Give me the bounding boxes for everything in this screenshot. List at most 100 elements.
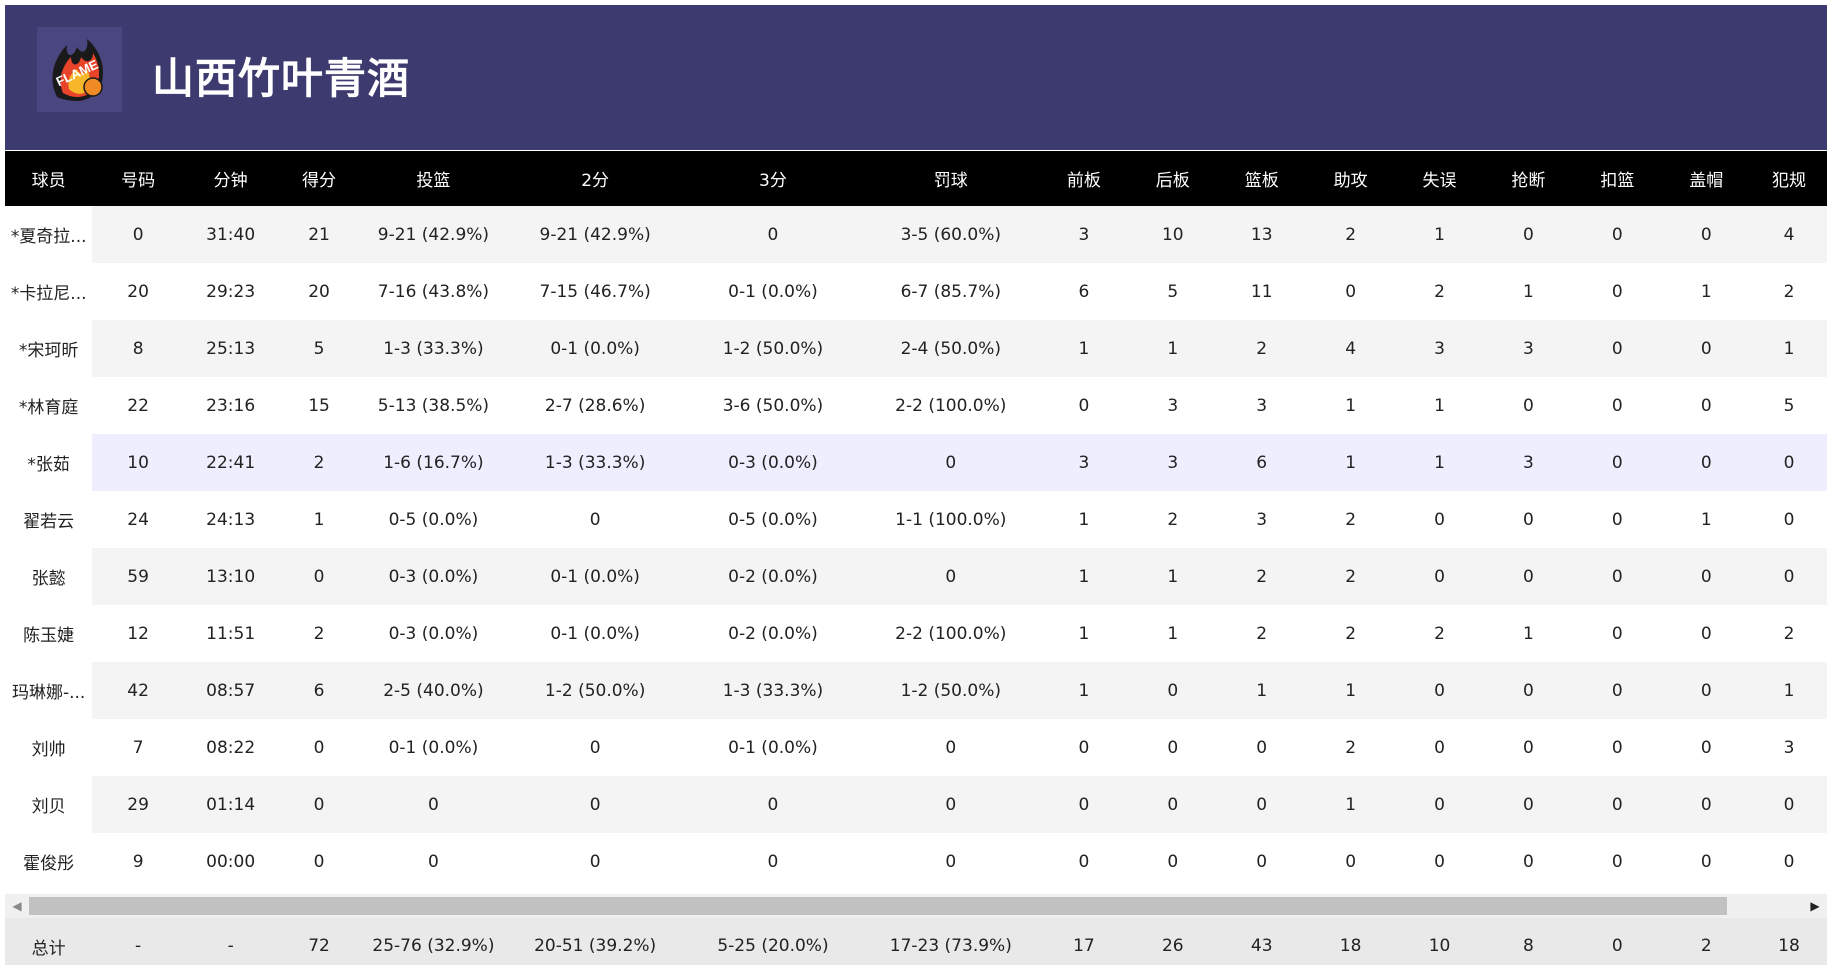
totals-table: 总计 - - 72 25-76 (32.9%) 20-51 (39.2%) 5-25 (20… [5,918,1827,974]
stat-cell: 0 [1661,833,1751,890]
stat-cell: 10 [92,434,184,491]
stat-cell: 0-3 (0.0%) [360,605,507,662]
stat-cell: 0 [1573,605,1662,662]
stat-cell: 3 [1217,491,1306,548]
scroll-left-icon[interactable]: ◀ [12,899,22,913]
table-row[interactable]: *林育庭 22 23:16 15 5-13 (38.5%) 2-7 (28.6%) 3-6 … [5,377,1827,434]
column-header[interactable]: 篮板 [1217,151,1306,206]
stat-cell: 5 [277,320,361,377]
scrollbar-thumb[interactable] [29,897,1727,915]
column-header[interactable]: 犯规 [1750,151,1827,206]
column-header[interactable]: 3分 [684,151,862,206]
column-header[interactable]: 后板 [1128,151,1218,206]
column-header[interactable]: 失误 [1395,151,1484,206]
stat-cell: 0 [1750,776,1827,833]
scroll-right-icon[interactable]: ▶ [1810,899,1820,913]
stat-cell: 2 [277,434,361,491]
stat-cell: 0 [1395,662,1484,719]
stat-cell: 1-3 (33.3%) [684,662,862,719]
column-header[interactable]: 球员 [5,151,93,206]
stat-cell: 0 [1573,491,1662,548]
table-row[interactable]: 翟若云 24 24:13 1 0-5 (0.0%) 0 0-5 (0.0%) 1-1 (100… [5,491,1827,548]
stat-cell: 24 [92,491,184,548]
player-name-cell: *林育庭 [18,398,79,418]
stat-cell: 0 [360,776,507,833]
stat-cell: 0-5 (0.0%) [360,491,507,548]
stat-cell: 29 [92,776,184,833]
totals-cell: 20-51 (39.2%) [534,936,657,956]
stat-cell: 0 [506,833,685,890]
stat-cell: 1-3 (33.3%) [506,434,685,491]
stat-cell: 0 [1217,719,1306,776]
table-row[interactable]: 张懿 59 13:10 0 0-3 (0.0%) 0-1 (0.0%) 0-2 (0.0%)… [5,548,1827,605]
stat-cell: 0 [1395,548,1484,605]
stat-cell: 0 [1661,434,1751,491]
stat-cell: 0 [1039,833,1129,890]
column-header[interactable]: 号码 [92,151,184,206]
table-header: 球员 号码 分钟 得分 投篮 2分 3分 罚球 前板 后板 篮板 助攻 失误 抢断 扣篮 盖帽 犯规 [5,151,1827,206]
column-header[interactable]: 抢断 [1483,151,1574,206]
column-header[interactable]: 扣篮 [1573,151,1662,206]
table-row[interactable]: *卡拉尼... 20 29:23 20 7-16 (43.8%) 7-15 (46.7%)… [5,263,1827,320]
stat-cell: 9-21 (42.9%) [360,206,507,263]
table-row[interactable]: *夏奇拉... 0 31:40 21 9-21 (42.9%) 9-21 (42.9%) 0… [5,206,1827,263]
column-header[interactable]: 2分 [506,151,685,206]
stat-cell: 3 [1750,719,1827,776]
table-row[interactable]: 霍俊彤 9 00:00 0 0 0 0 0 0 0 0 0 0 0 0 0 0 [5,833,1827,890]
stat-cell: 0 [1305,833,1396,890]
stat-cell: 0 [1305,263,1396,320]
stat-cell: 0 [1395,491,1484,548]
stat-cell: 08:22 [183,719,278,776]
flame-logo-icon: FLAME [52,39,104,101]
stat-cell: 0 [1750,548,1827,605]
stat-cell: 0 [1395,719,1484,776]
totals-cell: 18 [1339,936,1362,956]
stat-cell: 6 [1217,434,1306,491]
stat-cell: 2 [277,605,361,662]
totals-cell: - [227,936,234,956]
table-row[interactable]: 刘贝 29 01:14 0 0 0 0 0 0 0 0 1 0 0 0 0 0 [5,776,1827,833]
stat-cell: 22:41 [183,434,278,491]
horizontal-scrollbar[interactable]: ◀ ▶ [5,894,1827,918]
totals-cell: 17-23 (73.9%) [889,936,1012,956]
stat-cell: 0 [684,206,862,263]
table-row[interactable]: 刘帅 7 08:22 0 0-1 (0.0%) 0 0-1 (0.0%) 0 0 0 0 2 0 0 0 0 3 [5,719,1827,776]
player-name-cell: *张茹 [27,455,70,475]
stat-cell: 0 [1217,776,1306,833]
stat-cell: 0 [1573,320,1662,377]
stat-cell: 24:13 [183,491,278,548]
stat-cell: 0 [684,776,862,833]
table-row[interactable]: 陈玉婕 12 11:51 2 0-3 (0.0%) 0-1 (0.0%) 0-2 (0.0%… [5,605,1827,662]
stat-cell: 1 [1305,662,1396,719]
player-name-cell: 刘贝 [31,797,66,817]
stat-cell: 3 [1128,434,1218,491]
stat-cell: 0 [1039,377,1129,434]
totals-cell: 72 [308,936,330,956]
stat-cell: 0 [277,776,361,833]
stat-cell: 0 [861,548,1040,605]
table-row[interactable]: *张茹 10 22:41 2 1-6 (16.7%) 1-3 (33.3%) 0-3 (0.… [5,434,1827,491]
stat-cell: 1-6 (16.7%) [360,434,507,491]
stat-cell: 0-2 (0.0%) [684,548,862,605]
column-header[interactable]: 罚球 [861,151,1040,206]
table-row[interactable]: 玛琳娜-... 42 08:57 6 2-5 (40.0%) 1-2 (50.0%) 1-3… [5,662,1827,719]
totals-cell: 26 [1161,936,1184,956]
stat-cell: 0 [1750,491,1827,548]
stat-cell: 0 [1128,662,1218,719]
stat-cell: 0 [1661,206,1751,263]
column-header[interactable]: 前板 [1039,151,1129,206]
stat-cell: 0 [1217,833,1306,890]
column-header[interactable]: 得分 [277,151,361,206]
stat-cell: 0 [1395,833,1484,890]
stat-cell: 0 [1483,833,1574,890]
stat-cell: 3 [1039,434,1129,491]
stat-cell: 0 [1483,776,1574,833]
column-header[interactable]: 分钟 [183,151,278,206]
stat-cell: 0 [1128,719,1218,776]
totals-cell: 5-25 (20.0%) [717,936,829,956]
column-header[interactable]: 投篮 [360,151,507,206]
column-header[interactable]: 盖帽 [1661,151,1751,206]
stat-cell: 6 [277,662,361,719]
column-header[interactable]: 助攻 [1305,151,1396,206]
table-row[interactable]: *宋珂昕 8 25:13 5 1-3 (33.3%) 0-1 (0.0%) 1-2 (50.… [5,320,1827,377]
